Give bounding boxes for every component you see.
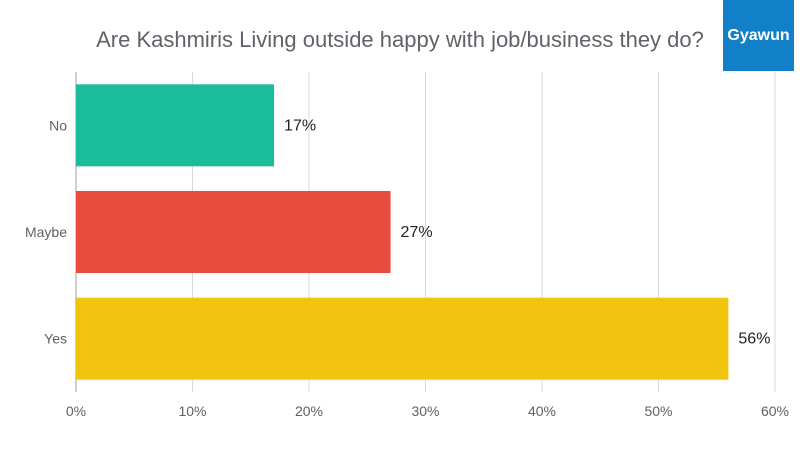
category-label: No	[49, 117, 67, 133]
bar-maybe[interactable]	[76, 191, 391, 273]
x-tick-label: 30%	[411, 403, 439, 419]
labels: 0% 10% 20% 30% 40% 50% 60% No 17% Maybe 27% Yes 56%	[25, 117, 789, 419]
data-label: 27%	[401, 224, 433, 241]
bar-yes[interactable]	[76, 297, 729, 380]
data-label: 17%	[284, 117, 316, 134]
x-tick-label: 50%	[644, 403, 672, 419]
data-label: 56%	[738, 331, 770, 348]
x-tick-label: 20%	[295, 403, 323, 419]
bar-no[interactable]	[76, 84, 275, 167]
chart-title: Are Kashmiris Living outside happy with …	[96, 27, 704, 52]
x-tick-label: 40%	[528, 403, 556, 419]
x-tick-label: 0%	[66, 403, 86, 419]
brand-logo[interactable]: Gyawun	[723, 0, 794, 71]
bars	[76, 84, 729, 380]
category-label: Maybe	[25, 224, 67, 240]
x-tick-label: 60%	[761, 403, 789, 419]
category-label: Yes	[44, 331, 67, 347]
x-tick-label: 10%	[178, 403, 206, 419]
